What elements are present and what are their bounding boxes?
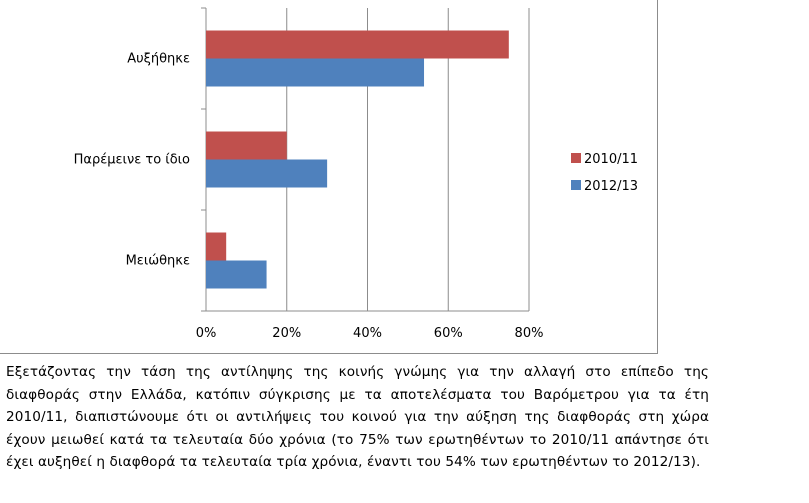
x-tick-label: 0% <box>196 326 217 341</box>
category-label: Παρέμεινε το ίδιο <box>74 153 190 168</box>
legend-swatch <box>571 180 581 190</box>
bar-2012-13 <box>206 59 424 87</box>
bar-chart: 0% 20% 40% 60% 80% Αυξήθηκε Παρέμεινε το ίδιο Μ… <box>0 0 809 354</box>
legend-swatch <box>571 153 581 163</box>
bar-2012-13 <box>206 160 327 188</box>
x-tick-label: 40% <box>353 326 382 341</box>
bar-2010-11 <box>206 132 287 160</box>
x-tick-label: 20% <box>272 326 301 341</box>
category-label: Αυξήθηκε <box>127 52 190 67</box>
category-label: Μειώθηκε <box>126 254 190 269</box>
bar-2010-11 <box>206 233 226 261</box>
caption-text: Εξετάζοντας την τάση της αντίληψης της κ… <box>6 361 709 474</box>
bar-2010-11 <box>206 31 509 59</box>
x-tick-label: 60% <box>434 326 463 341</box>
legend-label: 2010/11 <box>584 152 638 167</box>
x-tick-label: 80% <box>515 326 544 341</box>
legend-label: 2012/13 <box>584 179 638 194</box>
bar-2012-13 <box>206 261 267 289</box>
